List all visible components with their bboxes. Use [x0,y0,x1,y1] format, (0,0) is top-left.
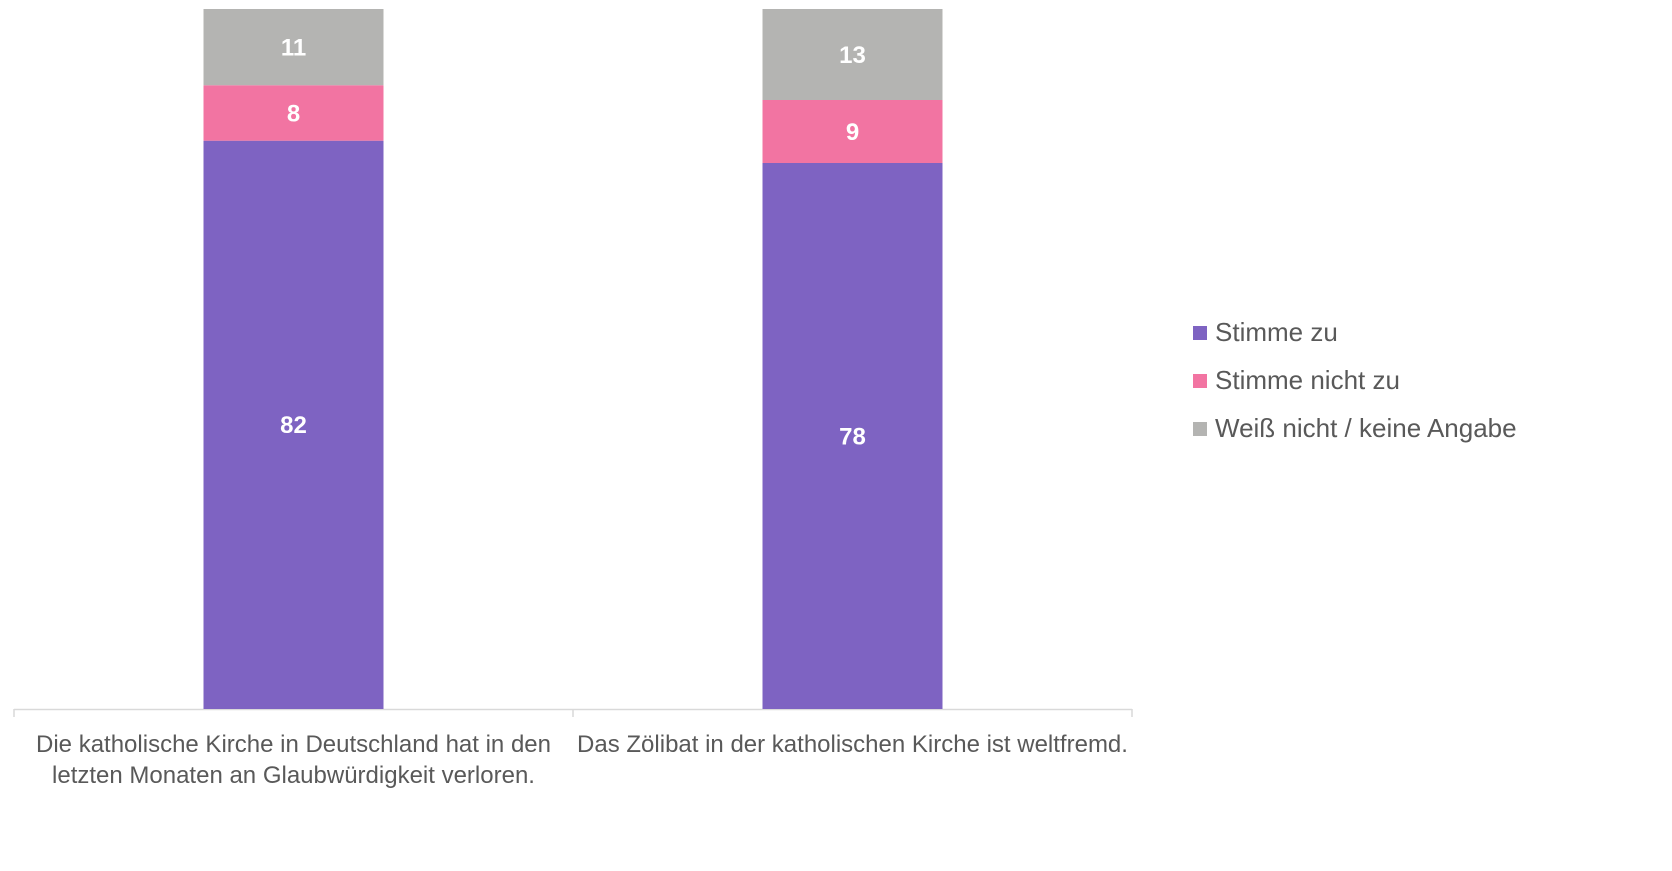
data-label: 13 [839,42,866,69]
legend-label: Stimme nicht zu [1215,365,1400,395]
legend-label: Weiß nicht / keine Angabe [1215,413,1517,443]
data-label: 82 [280,412,307,439]
x-tick-label: Das Zölibat in der katholischen Kirche i… [577,731,1128,758]
legend-swatch [1193,374,1207,388]
bar-segment [203,9,384,86]
bar-segment [762,100,943,163]
legend-label: Stimme zu [1215,317,1338,347]
data-label: 8 [287,100,300,127]
data-label: 9 [846,119,859,146]
x-tick-label: Die katholische Kirche in Deutschland ha… [36,731,551,789]
data-label: 11 [281,34,306,61]
data-label: 78 [839,423,866,450]
bar-segment [203,85,384,141]
bar-segment [762,9,943,100]
legend-swatch [1193,326,1207,340]
legend-swatch [1193,422,1207,436]
bar-segment [762,163,943,709]
bar-segment [203,140,384,709]
